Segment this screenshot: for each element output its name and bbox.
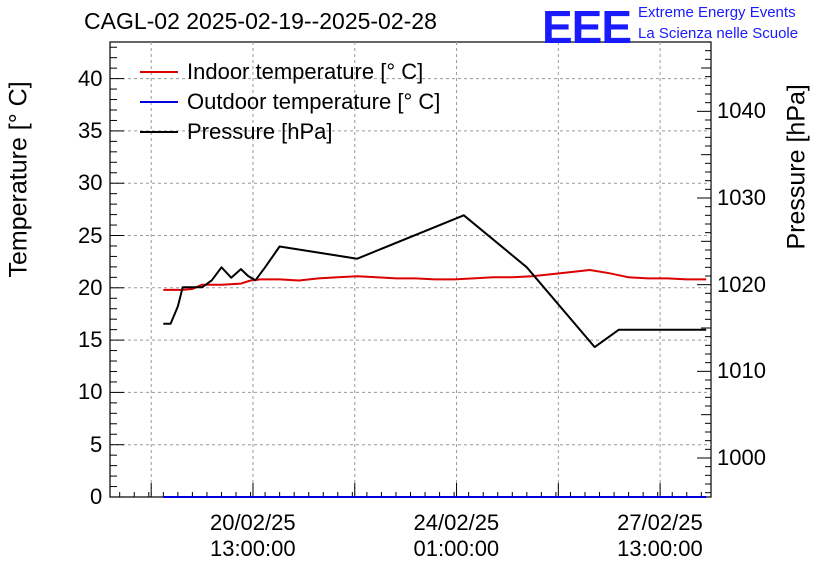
y-right-tick-label: 1030 — [717, 185, 766, 210]
chart-title: CAGL-02 2025-02-19--2025-02-28 — [84, 8, 437, 34]
x-tick-label-date: 20/02/25 — [209, 510, 296, 535]
y-left-tick-label: 15 — [78, 327, 103, 353]
y-left-tick-label: 25 — [78, 222, 103, 248]
y-left-tick-label: 30 — [78, 170, 103, 196]
x-tick-label-date: 24/02/25 — [413, 510, 500, 535]
y-right-tick-label: 1010 — [717, 358, 766, 384]
legend-label-pressure: Pressure [hPa] — [187, 119, 333, 144]
eee-logo: EEE — [542, 1, 632, 53]
series-line-2 — [163, 214, 707, 349]
grid — [110, 42, 711, 497]
x-tick-label-time: 01:00:00 — [413, 536, 500, 561]
legend-label-indoor: Indoor temperature [° C] — [187, 59, 424, 84]
y-left-tick-label: 20 — [78, 274, 103, 300]
y-left-tick-label: 10 — [78, 379, 103, 405]
y-axis-right-title: Pressure [hPa] — [782, 84, 811, 250]
x-tick-label-time: 13:00:00 — [617, 536, 703, 561]
x-tick-label-time: 13:00:00 — [209, 536, 296, 561]
series-lines — [163, 214, 707, 498]
y-right-tick-label: 1000 — [717, 445, 766, 470]
legend-lines — [140, 71, 178, 133]
y-left-tick-label: 0 — [90, 484, 103, 509]
legend-label-outdoor: Outdoor temperature [° C] — [187, 89, 441, 114]
y-left-tick-label: 35 — [78, 117, 103, 143]
y-left-tick-label: 5 — [90, 431, 103, 457]
y-left-tick-label: 40 — [78, 65, 103, 91]
y-right-tick-label: 1020 — [717, 271, 766, 297]
y-right-tick-label: 1040 — [717, 98, 766, 124]
series-line-0 — [163, 269, 707, 291]
x-tick-label-date: 27/02/25 — [617, 510, 703, 535]
logo-line-1: Extreme Energy Events — [638, 4, 796, 21]
logo-line-2: La Scienza nelle Scuole — [638, 25, 799, 42]
y-axis-left-title: Temperature [° C] — [4, 81, 33, 278]
